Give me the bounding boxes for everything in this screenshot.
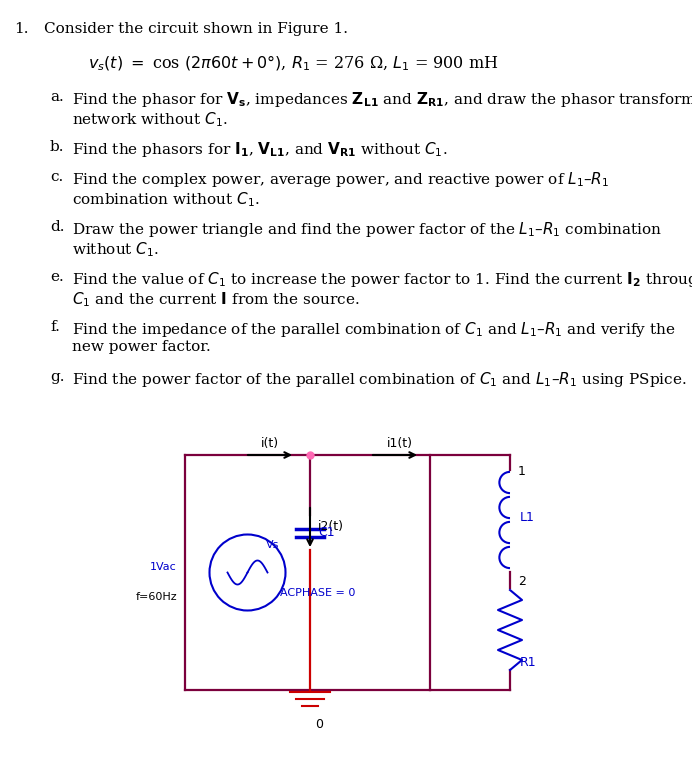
Text: 1.: 1. [14, 22, 28, 36]
Text: e.: e. [50, 270, 64, 284]
Text: f=60Hz: f=60Hz [136, 593, 177, 603]
Text: $C_1$ and the current $\mathbf{I}$ from the source.: $C_1$ and the current $\mathbf{I}$ from … [72, 290, 360, 309]
Text: b.: b. [50, 140, 64, 154]
Text: g.: g. [50, 370, 64, 384]
Text: i2(t): i2(t) [318, 520, 344, 533]
Text: 0: 0 [315, 718, 323, 731]
Text: f.: f. [50, 320, 60, 334]
Text: Find the phasors for $\mathbf{I_1}$, $\mathbf{V_{L1}}$, and $\mathbf{V_{R1}}$ wi: Find the phasors for $\mathbf{I_1}$, $\m… [72, 140, 448, 159]
Text: Consider the circuit shown in Figure 1.: Consider the circuit shown in Figure 1. [44, 22, 348, 36]
Text: a.: a. [50, 90, 64, 104]
Text: Find the impedance of the parallel combination of $C_1$ and $L_1$–$R_1$ and veri: Find the impedance of the parallel combi… [72, 320, 675, 339]
Text: Find the phasor for $\mathbf{V_s}$, impedances $\mathbf{Z_{L1}}$ and $\mathbf{Z_: Find the phasor for $\mathbf{V_s}$, impe… [72, 90, 692, 109]
Text: Draw the power triangle and find the power factor of the $L_1$–$R_1$ combination: Draw the power triangle and find the pow… [72, 220, 662, 239]
Text: 2: 2 [518, 575, 526, 588]
Text: new power factor.: new power factor. [72, 340, 211, 354]
Text: 1: 1 [518, 465, 526, 478]
Text: 1Vac: 1Vac [150, 562, 177, 572]
Text: Find the power factor of the parallel combination of $C_1$ and $L_1$–$R_1$ using: Find the power factor of the parallel co… [72, 370, 686, 389]
Text: R1: R1 [520, 656, 536, 669]
Text: Vs: Vs [266, 539, 279, 549]
Text: $v_s(t)$ $=$ cos $(2\pi 60t + 0°)$, $R_1$ = 276 Ω, $L_1$ = 900 mH: $v_s(t)$ $=$ cos $(2\pi 60t + 0°)$, $R_1… [88, 54, 498, 73]
Text: i1(t): i1(t) [387, 437, 413, 450]
Text: Find the value of $C_1$ to increase the power factor to 1. Find the current $\ma: Find the value of $C_1$ to increase the … [72, 270, 692, 289]
Text: L1: L1 [520, 511, 535, 524]
Text: without $C_1$.: without $C_1$. [72, 240, 159, 259]
Text: network without $C_1$.: network without $C_1$. [72, 110, 228, 129]
Text: ACPHASE = 0: ACPHASE = 0 [280, 588, 356, 597]
Text: d.: d. [50, 220, 64, 234]
Text: combination without $C_1$.: combination without $C_1$. [72, 190, 260, 209]
Text: Find the complex power, average power, and reactive power of $L_1$–$R_1$: Find the complex power, average power, a… [72, 170, 609, 189]
Text: c.: c. [50, 170, 63, 184]
Text: C1: C1 [318, 526, 335, 539]
Text: i(t): i(t) [261, 437, 279, 450]
